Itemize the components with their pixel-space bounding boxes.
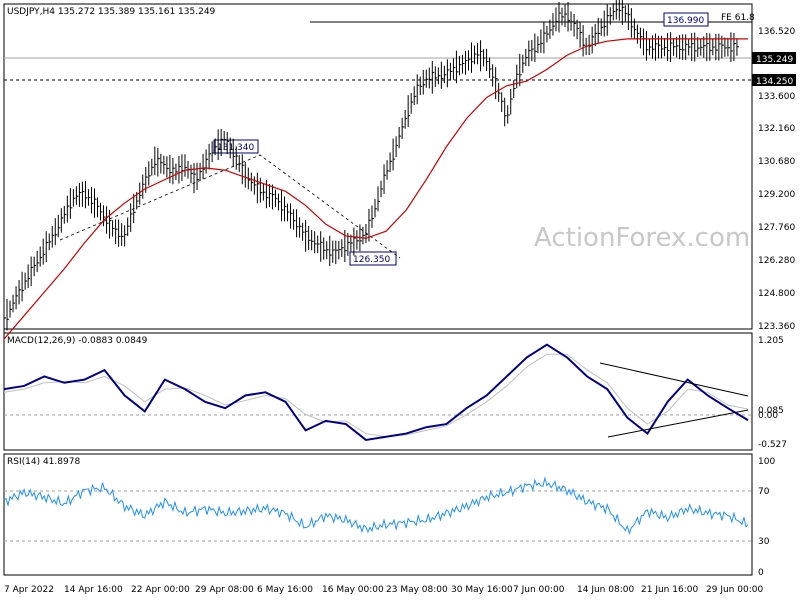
macd-panel <box>3 332 753 451</box>
macd-trendline-upper <box>599 362 749 397</box>
price-y-tick: 132.160 <box>758 124 795 134</box>
macd-line <box>3 343 749 441</box>
price-y-tick: 127.760 <box>758 223 795 233</box>
fe-label: FE 61.8 <box>721 13 755 23</box>
current-price-label: 135.249 <box>756 55 793 65</box>
price-y-tick: 133.600 <box>758 92 795 102</box>
x-axis-label: 14 Apr 16:00 <box>64 585 123 595</box>
macd-y-tick: 0.085 <box>758 406 784 416</box>
macd-y-tick: 1.205 <box>758 336 784 346</box>
price-y-tick: 124.800 <box>758 289 795 299</box>
fib-projection-line <box>59 154 401 259</box>
rsi-line <box>3 476 749 536</box>
support-price-label: 134.250 <box>756 77 793 87</box>
rsi-y-tick: 30 <box>758 537 770 547</box>
price-y-tick: 136.520 <box>758 27 795 37</box>
x-axis-label: 23 May 08:00 <box>386 585 448 595</box>
x-axis-label: 29 Jun 00:00 <box>706 585 763 595</box>
x-axis-label: 7 Apr 2022 <box>4 585 54 595</box>
macd-trendline-lower <box>607 409 749 438</box>
macd-y-ticks: 1.205 0.085 0.00 -0.527 <box>758 336 787 450</box>
watermark: ActionForex.com <box>534 223 750 253</box>
rsi-panel <box>3 453 753 576</box>
macd-y-tick: -0.527 <box>758 440 787 450</box>
rsi-y-ticks: 100 70 30 0 <box>758 457 775 578</box>
moving-average-line <box>3 38 748 340</box>
price-bars <box>3 0 739 333</box>
annotation-136990: 136.990 <box>663 12 709 27</box>
x-axis-labels: 7 Apr 2022 14 Apr 16:00 22 Apr 00:00 29 … <box>4 585 763 595</box>
x-axis-label: 14 Jun 08:00 <box>577 585 634 595</box>
macd-header: MACD(12,26,9) -0.0883 0.0849 <box>7 336 148 346</box>
x-axis-label: 16 May 00:00 <box>322 585 384 595</box>
x-axis-label: 7 Jun 00:00 <box>513 585 565 595</box>
price-y-tick: 123.360 <box>758 322 795 332</box>
price-y-tick: 129.200 <box>758 190 795 200</box>
rsi-header: RSI(14) 41.8978 <box>7 457 80 467</box>
x-axis-label: 30 May 16:00 <box>451 585 513 595</box>
current-price-tag <box>752 52 796 64</box>
annotation-label: 136.990 <box>667 16 704 26</box>
price-y-tick: 130.680 <box>758 157 795 167</box>
x-axis-label: 6 May 16:00 <box>257 585 313 595</box>
price-header: USDJPY,H4 135.272 135.389 135.161 135.24… <box>7 7 216 17</box>
price-panel <box>3 3 753 330</box>
macd-y-tick: 0.00 <box>758 411 778 421</box>
annotation-label: 126.350 <box>353 255 390 265</box>
x-axis-label: 22 Apr 00:00 <box>131 585 190 595</box>
macd-signal-line <box>3 353 749 438</box>
rsi-y-tick: 100 <box>758 457 775 467</box>
annotation-126350: 126.350 <box>349 251 397 266</box>
rsi-y-tick: 70 <box>758 487 770 497</box>
support-price-tag <box>752 74 796 86</box>
x-axis-label: 29 Apr 08:00 <box>195 585 254 595</box>
annotation-label: 131.340 <box>217 143 254 153</box>
price-y-ticks: 136.520 133.600 132.160 130.680 129.200 … <box>758 27 795 332</box>
rsi-y-tick: 0 <box>758 568 764 578</box>
x-axis-label: 21 Jun 16:00 <box>641 585 698 595</box>
price-y-tick: 126.280 <box>758 256 795 266</box>
